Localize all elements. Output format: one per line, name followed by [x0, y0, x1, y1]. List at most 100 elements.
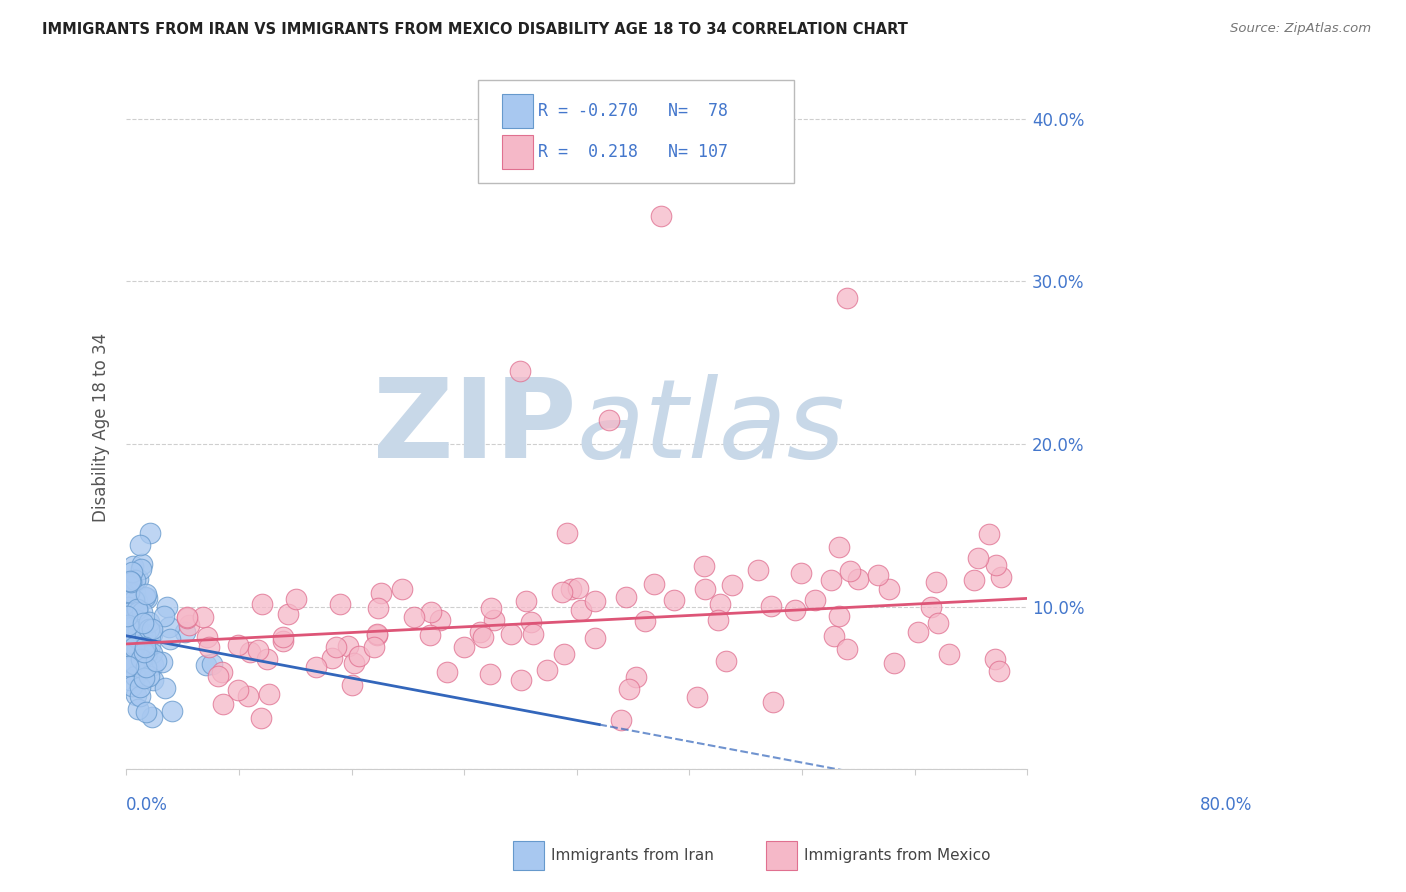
Point [321, 651, 343, 665]
Point [127, 624, 149, 639]
Point [135, 591, 157, 606]
Point [160, 704, 183, 718]
Point [121, 575, 143, 590]
Point [122, 640, 145, 654]
Text: R = -0.270   N=  78: R = -0.270 N= 78 [538, 102, 728, 120]
Point [838, 564, 860, 578]
Point [693, 559, 716, 574]
Point [938, 647, 960, 661]
Point [246, 643, 269, 657]
Point [211, 665, 233, 679]
Point [709, 598, 731, 612]
Point [135, 659, 157, 673]
Point [142, 673, 165, 687]
Point [510, 673, 533, 687]
Point [129, 689, 152, 703]
Point [363, 640, 385, 655]
Point [277, 607, 299, 621]
Text: R =  0.218   N= 107: R = 0.218 N= 107 [538, 144, 728, 161]
Point [370, 586, 392, 600]
Point [305, 660, 328, 674]
Point [117, 606, 139, 620]
Point [129, 561, 152, 575]
Point [135, 648, 157, 662]
Point [122, 616, 145, 631]
Point [252, 597, 274, 611]
Point [391, 582, 413, 596]
Point [141, 709, 163, 723]
Point [125, 688, 148, 702]
Point [285, 592, 308, 607]
Point [963, 573, 986, 587]
Point [343, 656, 366, 670]
Point [176, 611, 198, 625]
Point [271, 633, 294, 648]
Point [226, 682, 249, 697]
Point [138, 668, 160, 682]
Point [127, 606, 149, 620]
Text: ZIP: ZIP [374, 375, 576, 481]
Point [714, 654, 737, 668]
Point [138, 622, 160, 636]
Point [453, 640, 475, 654]
Point [129, 651, 152, 665]
Point [176, 609, 198, 624]
Point [256, 652, 278, 666]
Point [122, 629, 145, 643]
Point [173, 624, 195, 639]
Point [569, 603, 592, 617]
Point [551, 585, 574, 599]
Point [347, 648, 370, 663]
Point [883, 657, 905, 671]
Point [634, 614, 657, 628]
Point [987, 665, 1010, 679]
Text: Immigrants from Mexico: Immigrants from Mexico [804, 848, 991, 863]
Point [127, 701, 149, 715]
Point [128, 661, 150, 675]
Point [239, 644, 262, 658]
Text: 0.0%: 0.0% [127, 797, 169, 814]
Point [127, 572, 149, 586]
Point [134, 672, 156, 686]
Point [686, 690, 709, 704]
Point [117, 609, 139, 624]
Point [118, 574, 141, 589]
Text: 80.0%: 80.0% [1201, 797, 1253, 814]
Point [419, 605, 441, 619]
Point [124, 669, 146, 683]
Point [560, 582, 582, 597]
Point [135, 646, 157, 660]
Point [536, 663, 558, 677]
Point [789, 566, 811, 580]
Point [124, 585, 146, 599]
Point [150, 655, 173, 669]
Point [804, 593, 827, 607]
Point [340, 678, 363, 692]
Point [366, 627, 388, 641]
Point [835, 291, 858, 305]
Point [509, 364, 531, 378]
Point [120, 656, 142, 670]
Point [131, 625, 153, 640]
Point [325, 640, 347, 655]
Point [250, 710, 273, 724]
Point [367, 600, 389, 615]
Point [522, 627, 544, 641]
Point [984, 652, 1007, 666]
Point [520, 615, 543, 629]
Point [920, 599, 942, 614]
Point [259, 687, 281, 701]
Point [139, 526, 162, 541]
Point [127, 613, 149, 627]
Point [984, 558, 1007, 572]
Text: atlas: atlas [576, 375, 845, 481]
Point [783, 603, 806, 617]
Point [124, 573, 146, 587]
Point [201, 657, 224, 671]
Point [515, 594, 537, 608]
Point [470, 625, 492, 640]
Point [967, 551, 990, 566]
Point [141, 622, 163, 636]
Point [479, 600, 502, 615]
Point [479, 667, 502, 681]
